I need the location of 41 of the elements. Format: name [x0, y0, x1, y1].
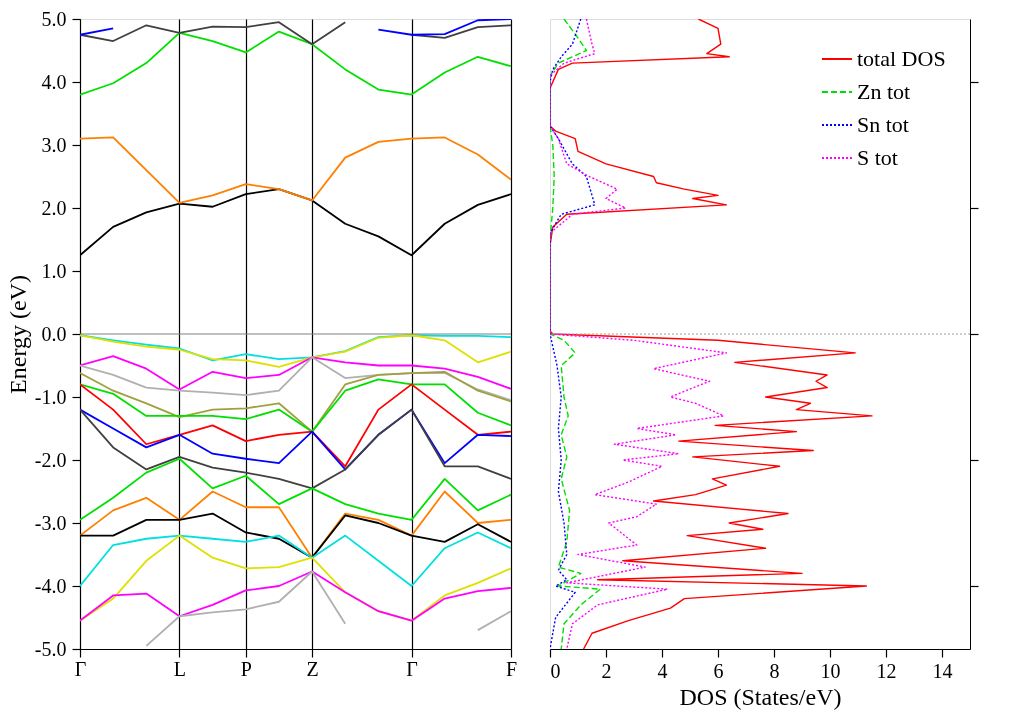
x-tick-label: Γ [406, 657, 418, 680]
legend-label: Sn tot [857, 112, 909, 137]
x-tick-label: Z [306, 657, 319, 680]
x-tick-label: Γ [74, 657, 87, 680]
legend-label: S tot [857, 145, 898, 170]
line-series [80, 355, 511, 391]
x-tick-label: 14 [932, 659, 953, 682]
y-tick-label: -3.0 [34, 511, 67, 534]
line-series [80, 136, 511, 204]
x-tick-label: F [505, 657, 518, 680]
line-series [80, 531, 511, 587]
y-axis-title: Energy (eV) [4, 275, 31, 394]
line-series [80, 457, 511, 521]
x-tick-label: 10 [820, 659, 841, 682]
y-tick-label: 5.0 [41, 7, 67, 30]
y-tick-label: -4.0 [34, 574, 67, 597]
x-tick-label: P [240, 657, 252, 680]
y-tick-label: 0.0 [41, 322, 67, 345]
y-tick-label: 3.0 [41, 133, 67, 156]
x-axis-title: DOS (States/eV) [679, 683, 842, 710]
x-tick-label: 2 [601, 659, 612, 682]
x-tick-label: 8 [769, 659, 780, 682]
legend-label: total DOS [857, 46, 946, 71]
line-series [80, 334, 511, 368]
line-series [80, 490, 511, 559]
x-tick-label: 6 [713, 659, 724, 682]
y-tick-label: 1.0 [41, 259, 67, 282]
y-tick-label: 4.0 [41, 70, 67, 93]
x-tick-label: 12 [876, 659, 897, 682]
y-tick-label: -5.0 [34, 637, 67, 660]
x-tick-label: L [173, 657, 187, 680]
y-tick-label: 2.0 [41, 196, 67, 219]
y-tick-label: -2.0 [34, 448, 67, 471]
x-tick-label: 4 [657, 659, 668, 682]
legend-label: Zn tot [857, 79, 911, 104]
line-series [80, 383, 511, 468]
line-series [80, 570, 511, 622]
y-tick-label: -1.0 [34, 385, 67, 408]
line-series [80, 408, 511, 490]
x-tick-label: 0 [550, 659, 561, 682]
line-series [80, 30, 511, 96]
